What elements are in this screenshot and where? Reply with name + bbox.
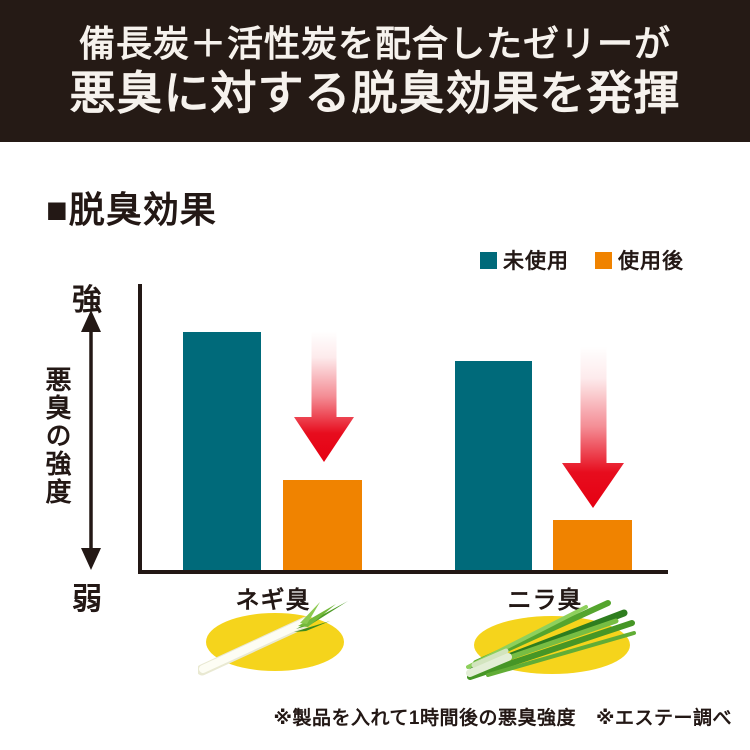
legend-label-unused: 未使用: [503, 250, 569, 273]
y-axis-title: 悪臭の強度: [42, 366, 72, 506]
header-title: 悪臭に対する脱臭効果を発揮: [69, 67, 681, 120]
y-axis-range-arrow-icon: [81, 310, 101, 570]
y-axis-line: [138, 284, 142, 574]
bar-unused-nira: [455, 361, 532, 570]
green-onion-icon: [198, 601, 348, 676]
legend-item-after-use: 使用後: [595, 245, 684, 275]
bar-unused-negi: [183, 332, 261, 570]
decrease-arrow-icon-nira: [562, 346, 624, 508]
garlic-chives-icon: [466, 600, 636, 680]
y-axis-top-label: 強: [72, 284, 102, 317]
y-axis-bottom-label: 弱: [72, 583, 102, 616]
bar-after-use-negi: [283, 480, 362, 570]
header-banner: 備長炭＋活性炭を配合したゼリーが 悪臭に対する脱臭効果を発揮: [0, 0, 750, 142]
header-subtitle: 備長炭＋活性炭を配合したゼリーが: [78, 22, 671, 64]
legend-swatch-after-use: [595, 251, 612, 269]
legend-swatch-unused: [480, 251, 497, 269]
decrease-arrow-icon-negi: [294, 331, 354, 462]
category-label-nira: ニラ臭: [507, 587, 583, 614]
category-label-negi: ネギ臭: [235, 587, 311, 614]
bar-after-use-nira: [553, 520, 632, 570]
legend-item-unused: 未使用: [480, 245, 569, 275]
footnote-source: ※エステー調べ: [596, 708, 732, 729]
footnotes: ※製品を入れて1時間後の悪臭強度 ※エステー調べ: [274, 703, 732, 730]
chart-legend: 未使用 使用後: [480, 245, 684, 275]
x-axis-line: [138, 570, 668, 574]
section-title: ■脱臭効果: [46, 189, 217, 230]
legend-label-after-use: 使用後: [618, 250, 684, 273]
footnote-measurement: ※製品を入れて1時間後の悪臭強度: [273, 708, 577, 729]
